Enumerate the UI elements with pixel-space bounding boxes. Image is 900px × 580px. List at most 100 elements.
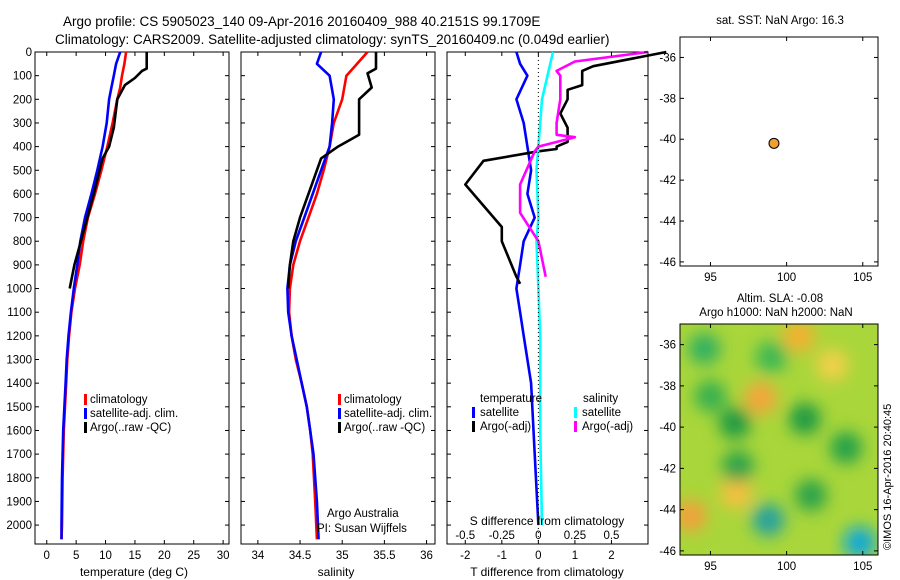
salinity-xlabel: salinity <box>318 565 355 579</box>
difference-legend: temperature satellite Argo(-adj) salinit… <box>472 393 633 433</box>
y-tick-label: 1800 <box>6 473 32 485</box>
sla-anomaly-cell <box>688 332 721 365</box>
legend-label-temp-argo: Argo(-adj) <box>480 421 531 433</box>
series-line-satellite-adj-clim <box>286 51 336 540</box>
sla-anomaly-cell <box>694 380 727 413</box>
header-line-1: Argo profile: CS 5905023_140 09-Apr-2016… <box>63 14 540 29</box>
sla-anomaly-cell <box>816 349 849 382</box>
sla-map-title-line-2: Argo h1000: NaN h2000: NaN <box>699 307 852 319</box>
map-y-tick-label: -44 <box>659 505 676 517</box>
sla-map-panel: Altim. SLA: -0.08 Argo h1000: NaN h2000:… <box>659 293 879 573</box>
y-tick-label: 100 <box>13 71 32 83</box>
sla-anomaly-cell <box>843 526 876 555</box>
y-tick-label: 700 <box>13 213 32 225</box>
y-tick-label: 300 <box>13 118 32 130</box>
x-tick-label: 35.5 <box>373 550 395 562</box>
x-tick-label: 30 <box>217 550 230 562</box>
x-tick-label: -1 <box>497 550 507 562</box>
sla-anomaly-cell <box>721 450 754 483</box>
annotation-argo-australia: Argo Australia <box>327 508 399 520</box>
map-y-tick-label: -42 <box>659 463 676 475</box>
map-y-tick-label: -40 <box>659 422 676 434</box>
map-y-tick-label: -38 <box>659 93 676 105</box>
series-line-argo-raw-qc <box>68 52 148 289</box>
legend-swatch-sal-satellite <box>574 407 577 418</box>
salinity-plot-frame <box>240 51 436 545</box>
x-tick-label: 36 <box>420 550 433 562</box>
annotation-pi: PI: Susan Wijffels <box>317 523 407 535</box>
x-tick-label: 0 <box>44 550 50 562</box>
y-tick-label: 1600 <box>6 425 32 437</box>
sla-anomaly-cell <box>788 402 821 435</box>
legend-label-sal-satellite: satellite <box>582 407 621 419</box>
x-tick-label: 25 <box>187 550 200 562</box>
salinity-panel: 34 34.5 35 35.5 36 salinity climatology sate… <box>240 51 436 579</box>
sst-map-frame <box>679 36 879 267</box>
series-line-salinity-satellite <box>535 51 555 526</box>
y-tick-label: 1900 <box>6 496 32 508</box>
y-tick-label: 1100 <box>7 307 32 319</box>
map-x-tick-label: 95 <box>704 272 717 284</box>
sst-map-panel: sat. SST: NaN Argo: 16.3 95 100 105 -36 -38 -… <box>659 15 879 284</box>
legend-swatch-climatology <box>338 394 341 405</box>
sla-anomaly-cell <box>830 431 863 464</box>
legend-label-argo: Argo(..raw -QC) <box>90 422 171 434</box>
map-y-tick-label: -46 <box>659 257 676 269</box>
x-tick-label: 0 <box>535 550 541 562</box>
salinity-legend: climatology satellite-adj. clim. Argo(..… <box>338 394 432 434</box>
x-tick-label: 20 <box>158 550 171 562</box>
legend-label-satellite-adj: satellite-adj. clim. <box>90 408 178 420</box>
sst-map-title: sat. SST: NaN Argo: 16.3 <box>716 15 844 27</box>
y-tick-label: 2000 <box>6 520 32 532</box>
map-y-tick-label: -38 <box>659 381 676 393</box>
y-tick-label: 900 <box>13 260 32 272</box>
legend-swatch-argo <box>84 422 87 433</box>
map-y-tick-label: -46 <box>659 546 676 558</box>
x-tick-label-salinity: 0.5 <box>603 530 619 542</box>
difference-xlabel: T difference from climatology <box>470 565 624 579</box>
difference-xlabel-top: S difference from climatology <box>470 514 625 528</box>
temperature-plot-frame <box>34 51 230 545</box>
legend-swatch-temp-satellite <box>472 407 475 418</box>
map-x-tick-label: 100 <box>777 561 796 573</box>
sla-anomaly-cell <box>720 477 753 510</box>
y-tick-label: 500 <box>13 165 32 177</box>
sla-map-title-line-1: Altim. SLA: -0.08 <box>737 293 823 305</box>
temperature-xlabel: temperature (deg C) <box>80 565 188 579</box>
sla-anomaly-cell <box>794 479 827 512</box>
copyright-stamp: ©IMOS 16-Apr-2016 20:40:45 <box>882 404 894 550</box>
x-tick-label: -2 <box>460 550 470 562</box>
y-tick-label: 1200 <box>6 331 32 343</box>
sla-anomaly-cell <box>755 341 788 373</box>
legend-label-climatology: climatology <box>90 394 148 406</box>
sla-anomaly-cell <box>782 324 815 353</box>
map-y-tick-label: -44 <box>659 216 676 228</box>
y-tick-label: 1000 <box>6 284 32 296</box>
legend-swatch-satellite-adj <box>84 408 87 419</box>
sla-anomaly-cell <box>752 503 785 536</box>
y-tick-label: 1400 <box>6 378 32 390</box>
legend-label-temp-satellite: satellite <box>480 407 519 419</box>
map-y-tick-label: -40 <box>659 134 676 146</box>
map-y-tick-label: -36 <box>659 340 676 352</box>
series-line-temperature-argo-adj <box>463 50 667 285</box>
y-tick-label: 400 <box>13 142 32 154</box>
sla-anomaly-cell <box>680 499 707 532</box>
x-tick-label: 2 <box>608 550 614 562</box>
legend-header-salinity: salinity <box>583 393 618 405</box>
map-y-tick-label: -42 <box>659 175 676 187</box>
legend-swatch-temp-argo <box>472 421 475 432</box>
y-tick-label: 1700 <box>6 449 32 461</box>
legend-label-sal-argo: Argo(-adj) <box>582 421 633 433</box>
y-tick-label: 200 <box>13 94 32 106</box>
map-x-tick-label: 105 <box>853 561 872 573</box>
sla-anomaly-cell <box>744 382 777 415</box>
y-tick-label: 1300 <box>6 355 32 367</box>
x-tick-label-salinity: 0.25 <box>564 530 586 542</box>
legend-label-argo: Argo(..raw -QC) <box>344 422 425 434</box>
legend-label-climatology: climatology <box>344 394 402 406</box>
y-tick-label: 600 <box>13 189 32 201</box>
sla-map-frame <box>679 323 879 556</box>
